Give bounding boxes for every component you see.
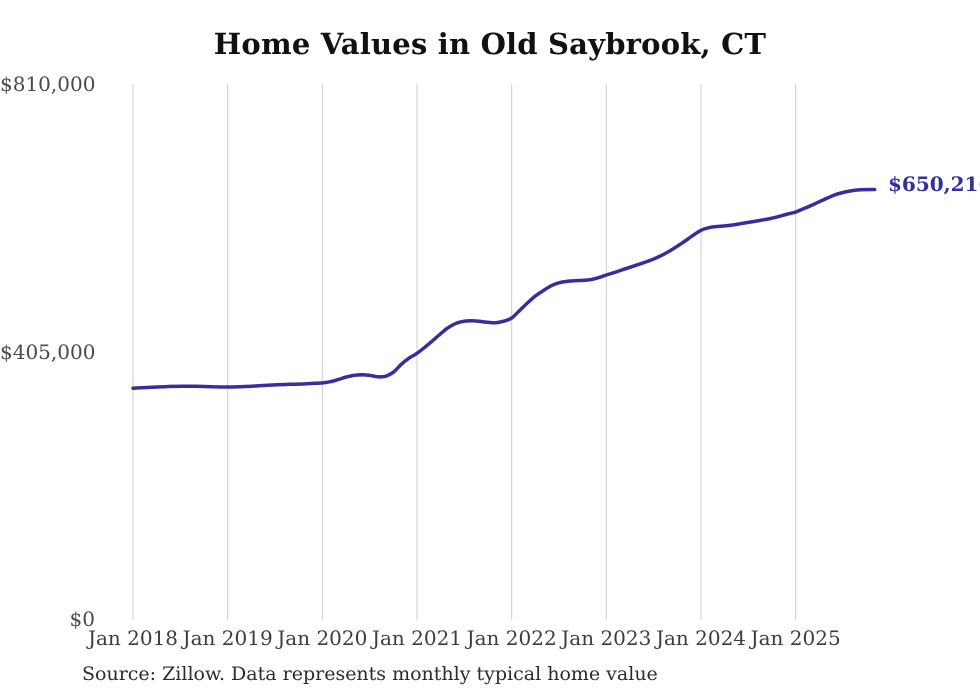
x-tick-label: Jan 2024	[655, 626, 747, 650]
y-tick-label: $0	[69, 607, 95, 631]
y-tick-label: $810,000	[0, 72, 96, 96]
x-tick-label: Jan 2018	[87, 626, 179, 650]
home-value-line	[131, 187, 877, 390]
chart-title: Home Values in Old Saybrook, CT	[213, 27, 767, 61]
x-tick-label: Jan 2022	[466, 626, 557, 650]
x-tick-label: Jan 2023	[561, 626, 652, 650]
x-tick-label: Jan 2019	[182, 626, 273, 650]
source-note: Source: Zillow. Data represents monthly …	[82, 663, 658, 685]
y-tick-label: $405,000	[0, 339, 96, 364]
x-tick-label: Jan 2020	[277, 626, 368, 650]
x-tick-label: Jan 2021	[371, 626, 463, 650]
current-value-label: $650,216	[888, 172, 980, 196]
x-tick-label: Jan 2025	[750, 626, 841, 650]
